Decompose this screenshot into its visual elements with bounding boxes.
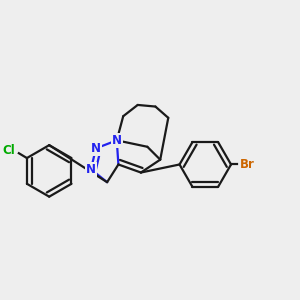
Text: Br: Br bbox=[240, 158, 255, 171]
Text: N: N bbox=[86, 163, 96, 176]
Text: N: N bbox=[91, 142, 101, 155]
Text: N: N bbox=[112, 134, 122, 147]
Text: Cl: Cl bbox=[3, 143, 16, 157]
